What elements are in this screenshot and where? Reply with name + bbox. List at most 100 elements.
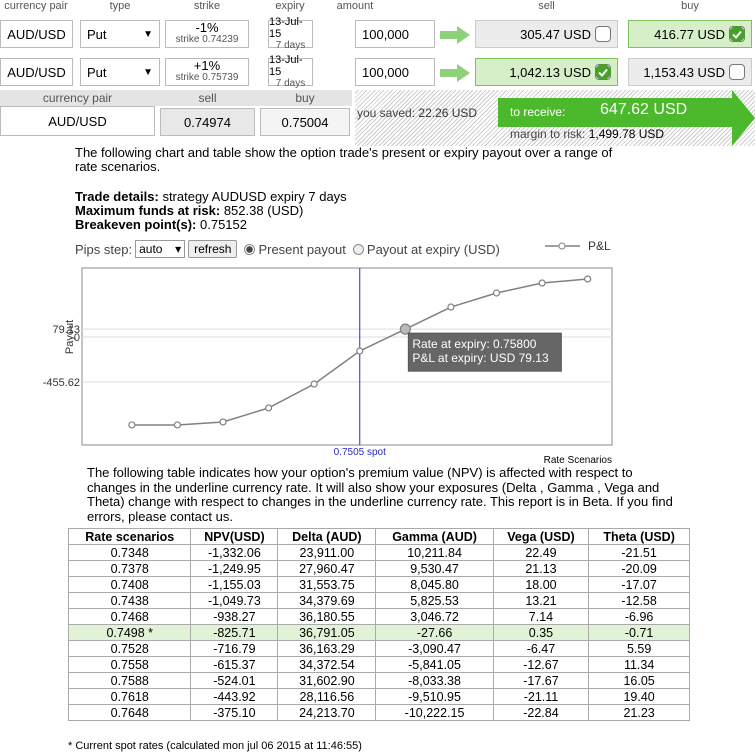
strike: +1% strike 0.75739 <box>165 58 249 86</box>
table-cell: 36,180.55 <box>277 608 377 625</box>
table-cell: 0.7618 <box>67 688 192 705</box>
pips-label: Pips step: <box>75 241 133 257</box>
type-select[interactable]: Put ▼ <box>80 20 160 48</box>
table-cell: 31,602.90 <box>277 672 377 689</box>
table-cell: -1,249.95 <box>190 560 279 577</box>
table-row: 0.7588 -524.01 31,602.90 -8,033.38 -17.67 16.… <box>67 672 690 689</box>
header: expiry <box>275 0 305 12</box>
table-cell: -1,332.06 <box>190 544 279 561</box>
table-cell: 31,553.75 <box>277 576 377 593</box>
column-header: Rate scenarios <box>67 528 192 545</box>
sell-value: 1,042.13 USD <box>509 64 591 80</box>
buy-value: 416.77 USD <box>654 26 725 42</box>
header: amount <box>336 0 374 12</box>
amount: 100,000 <box>355 20 435 48</box>
y-tick-label: 79.13 <box>52 324 80 336</box>
column-header: Gamma (AUD) <box>375 528 494 545</box>
quote-sell[interactable]: 0.74974 <box>160 108 255 136</box>
header: buy <box>681 0 699 12</box>
table-cell: -17.67 <box>492 672 590 689</box>
table-cell: 0.7588 <box>67 672 192 689</box>
buy-value: 1,153.43 USD <box>643 64 725 80</box>
amount: 100,000 <box>355 58 435 86</box>
expiry-days: 7 days <box>275 40 306 51</box>
table-cell: 16.05 <box>588 672 690 689</box>
table-cell: -9,510.95 <box>375 688 494 705</box>
column-header: Vega (USD) <box>492 528 590 545</box>
table-cell: 28,116.56 <box>277 688 377 705</box>
table-cell: 19.40 <box>588 688 690 705</box>
table-row: 0.7468 -938.27 36,180.55 3,046.72 7.14 -6.96 <box>67 608 690 625</box>
margin: margin to risk: 1,499.78 USD <box>510 127 664 141</box>
sell-price[interactable]: 1,042.13 USD <box>475 58 618 86</box>
saved: you saved: 22.26 USD <box>357 106 477 120</box>
table-cell: 24,213.70 <box>277 704 377 721</box>
radio[interactable] <box>244 243 256 255</box>
radio-label: Present payout <box>258 241 346 257</box>
sell-price[interactable]: 305.47 USD <box>475 20 618 48</box>
intro: The following chart and table show the o… <box>75 145 613 174</box>
point <box>492 289 501 297</box>
table-row: 0.7528 -716.79 36,163.29 -3,090.47 -6.47 5.59 <box>67 640 690 657</box>
detail-line: Trade details: strategy AUDUSD expiry 7 … <box>75 190 347 204</box>
table-cell: -6.47 <box>492 640 590 657</box>
table-cell: 10,211.84 <box>375 544 494 561</box>
checkbox[interactable] <box>595 26 611 42</box>
table-cell: 23,911.00 <box>277 544 377 561</box>
type-value: Put <box>87 26 107 42</box>
spot-label: 0.7505 spot <box>334 447 386 458</box>
checkbox[interactable] <box>595 64 611 80</box>
tooltip-box <box>407 332 562 372</box>
radio[interactable] <box>352 243 364 255</box>
header: buy <box>295 91 315 105</box>
quote-buy[interactable]: 0.75004 <box>260 108 350 136</box>
header-row: Rate scenarios NPV(USD) Delta (AUD) Gamma (… <box>67 528 690 545</box>
dropdown-icon: ▼ <box>143 28 153 40</box>
table-cell: 5,825.53 <box>375 592 494 609</box>
detail-label: Maximum funds at risk: <box>75 203 221 218</box>
table-cell: 0.7558 <box>67 656 192 673</box>
type-select[interactable]: Put ▼ <box>80 58 160 86</box>
arrow-shape <box>440 26 470 44</box>
table-row: 0.7618 -443.92 28,116.56 -9,510.95 -21.11 19.… <box>67 688 690 705</box>
table-cell: -3,090.47 <box>375 640 494 657</box>
checkbox[interactable] <box>729 64 745 80</box>
refresh-button[interactable]: refresh <box>188 240 238 258</box>
table-cell: 34,372.54 <box>277 656 377 673</box>
checkbox[interactable] <box>729 26 745 42</box>
table-cell: 36,163.29 <box>277 640 377 657</box>
pair: AUD/USD <box>0 58 73 86</box>
table-row: 0.7648 -375.10 24,213.70 -10,222.15 -22.84 21… <box>67 704 690 721</box>
table-cell: 11.34 <box>588 656 690 673</box>
expiry-date: 13-Jul-15 <box>269 16 303 40</box>
highlight-point <box>399 323 411 335</box>
arrow-shape <box>440 64 470 82</box>
receive-arrow <box>498 90 755 146</box>
pips-value: auto <box>139 242 163 256</box>
table-row: 0.7408 -1,155.03 31,553.75 8,045.80 18.00 -17… <box>67 576 690 593</box>
table-cell: 34,379.69 <box>277 592 377 609</box>
pips-select[interactable]: auto ▾ <box>135 240 186 258</box>
table-cell: -5,841.05 <box>375 656 494 673</box>
table-cell: 0.7648 <box>67 704 192 721</box>
table-cell: -825.71 <box>190 624 279 641</box>
table-row: 0.7558 -615.37 34,372.54 -5,841.05 -12.67 11.… <box>67 656 690 673</box>
header: type <box>109 0 131 12</box>
expiry: 13-Jul-15 7 days <box>268 16 313 51</box>
table-cell: 0.7528 <box>67 640 192 657</box>
detail-label: Breakeven point(s): <box>75 217 197 232</box>
table-cell: 7.14 <box>492 608 590 625</box>
payout-options: Present payout Payout at expiry (USD) <box>240 241 500 257</box>
table-cell: -524.01 <box>190 672 279 689</box>
arrow <box>440 26 470 44</box>
table-description: The following table indicates how your o… <box>87 465 673 524</box>
receive-label: to receive: <box>510 105 566 119</box>
table-cell: 21.13 <box>492 560 590 577</box>
table-row: 0.7378 -1,249.95 27,960.47 9,530.47 21.13 -20… <box>67 560 690 577</box>
buy-price[interactable]: 416.77 USD <box>628 20 752 48</box>
table-row: 0.7498 * -825.71 36,791.05 -27.66 0.35 -0.71 <box>67 624 690 641</box>
legend-label: P&L <box>588 240 611 253</box>
buy-price[interactable]: 1,153.43 USD <box>628 58 752 86</box>
table-cell: -22.84 <box>492 704 590 721</box>
